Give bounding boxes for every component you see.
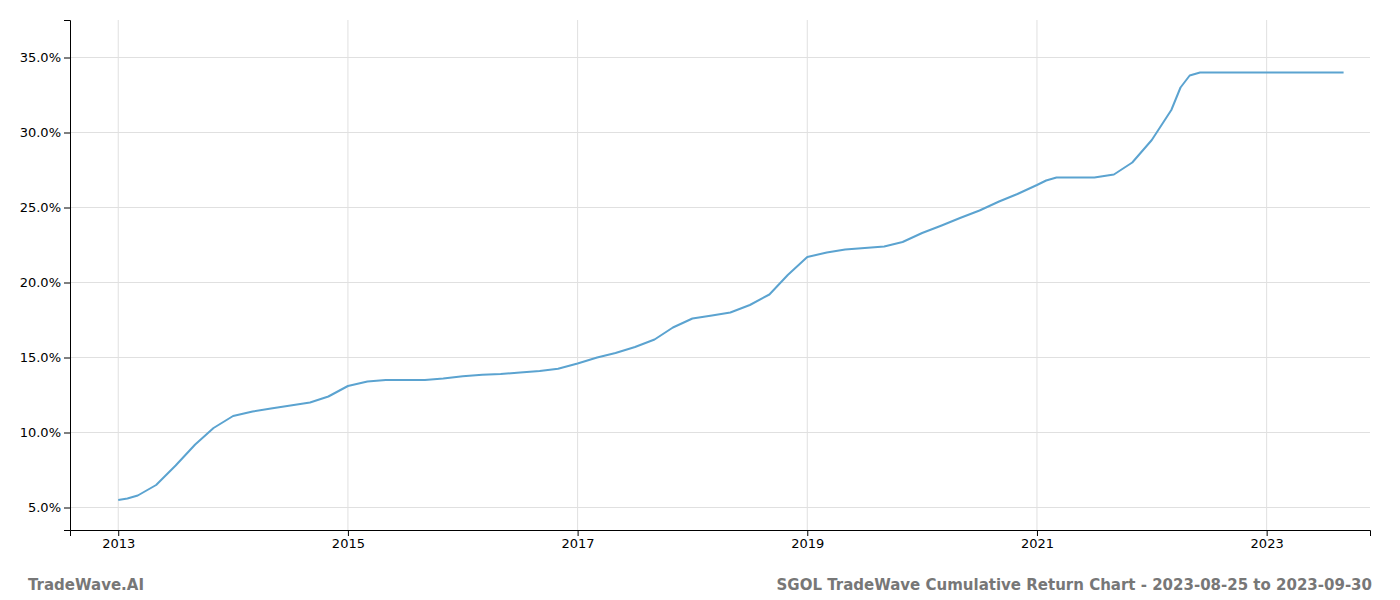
tick-label: 2013 — [102, 536, 135, 551]
tick: 20.0% — [20, 275, 70, 290]
tick: 15.0% — [20, 350, 70, 365]
chart-root: 2013 2015 2017 2019 2021 2023 5.0% 10.0% 15.0% 20… — [0, 0, 1400, 600]
grid-line-y — [70, 357, 1370, 358]
tick-label: 2015 — [332, 536, 365, 551]
tick: 2013 — [102, 530, 135, 551]
tick-mark — [348, 530, 349, 536]
tick: 30.0% — [20, 125, 70, 140]
grid — [70, 20, 1370, 530]
grid-line-y — [70, 132, 1370, 133]
tick-label: 35.0% — [20, 50, 61, 65]
tick-mark — [64, 133, 70, 134]
grid-line-x — [1036, 20, 1037, 530]
tick-mark — [64, 358, 70, 359]
grid-line-x — [1266, 20, 1267, 530]
grid-line-x — [577, 20, 578, 530]
tick-mark — [64, 283, 70, 284]
grid-line-x — [807, 20, 808, 530]
grid-line-y — [70, 507, 1370, 508]
tick-label: 30.0% — [20, 125, 61, 140]
tick-mark — [1267, 530, 1268, 536]
axis-line — [64, 21, 71, 531]
tick-label: 25.0% — [20, 200, 61, 215]
tick-label: 20.0% — [20, 275, 61, 290]
tick-label: 15.0% — [20, 350, 61, 365]
tick: 2023 — [1251, 530, 1284, 551]
tick-mark — [578, 530, 579, 536]
marks — [118, 73, 1343, 501]
tick-label: 2017 — [562, 536, 595, 551]
tick-mark — [118, 530, 119, 536]
tick-mark — [64, 508, 70, 509]
tick-mark — [64, 208, 70, 209]
tick: 2017 — [562, 530, 595, 551]
footer: TradeWave.AI SGOL TradeWave Cumulative Re… — [28, 576, 1372, 594]
y-axis: 5.0% 10.0% 15.0% 20.0% 25.0% 30.0% 35.0% — [20, 21, 71, 531]
tick: 2015 — [332, 530, 365, 551]
tick: 35.0% — [20, 50, 70, 65]
tick: 5.0% — [28, 500, 70, 515]
tick: 2021 — [1021, 530, 1054, 551]
tick: 2019 — [791, 530, 824, 551]
tick-label: 10.0% — [20, 425, 61, 440]
axis-line — [71, 531, 1371, 537]
grid-line-y — [70, 207, 1370, 208]
grid-line-x — [118, 20, 119, 530]
data-line — [118, 73, 1343, 501]
tick-mark — [807, 530, 808, 536]
tick: 25.0% — [20, 200, 70, 215]
footer-text: TradeWave.AI — [28, 576, 144, 594]
grid-line-y — [70, 282, 1370, 283]
tick-label: 2021 — [1021, 536, 1054, 551]
tick-label: 5.0% — [28, 500, 61, 515]
tick-mark — [1037, 530, 1038, 536]
plot: 2013 2015 2017 2019 2021 2023 5.0% 10.0% 15.0% 20… — [20, 20, 1371, 551]
tick-label: 2019 — [791, 536, 824, 551]
tick-mark — [64, 433, 70, 434]
x-axis: 2013 2015 2017 2019 2021 2023 — [71, 530, 1371, 551]
grid-line-y — [70, 432, 1370, 433]
tick-mark — [64, 58, 70, 59]
footer-text: SGOL TradeWave Cumulative Return Chart -… — [777, 576, 1372, 594]
tick: 10.0% — [20, 425, 70, 440]
grid-line-x — [347, 20, 348, 530]
grid-line-y — [70, 57, 1370, 58]
tick-label: 2023 — [1251, 536, 1284, 551]
